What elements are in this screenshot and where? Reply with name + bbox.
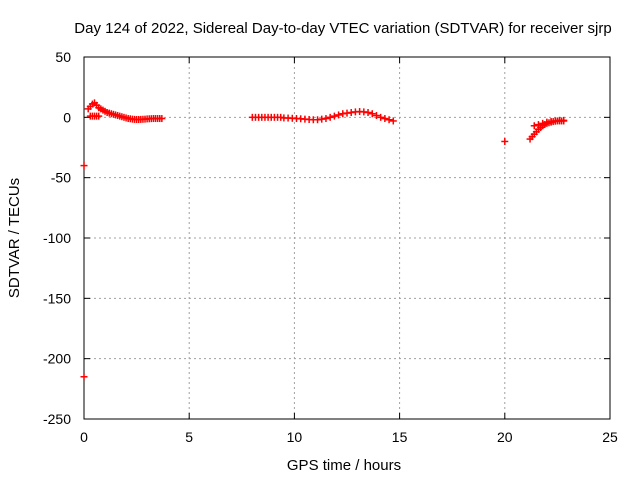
y-axis-label: SDTVAR / TECUs: [6, 178, 23, 298]
data-series: [80, 99, 568, 381]
data-point: [389, 117, 397, 125]
x-tick-label: 0: [80, 429, 88, 445]
y-tick-label: -150: [43, 290, 71, 306]
y-tick-label: -50: [51, 170, 71, 186]
data-point: [368, 110, 376, 118]
data-point: [158, 115, 166, 123]
data-point: [322, 115, 330, 123]
data-point: [330, 112, 338, 120]
data-point: [80, 373, 88, 381]
data-point: [501, 137, 509, 145]
data-point: [539, 119, 547, 127]
data-point: [364, 109, 372, 117]
data-point: [372, 112, 380, 120]
chart-title: Day 124 of 2022, Sidereal Day-to-day VTE…: [74, 20, 611, 37]
y-tick-label: 50: [55, 49, 71, 65]
grid: [84, 57, 610, 419]
data-point: [95, 112, 103, 120]
y-axis: 50 0 -50 -100 -150 -200 -250: [43, 49, 610, 427]
x-tick-label: 15: [392, 429, 408, 445]
data-point: [326, 113, 334, 121]
x-axis: 0 5 10 15 20 25: [80, 57, 618, 445]
data-point: [80, 162, 88, 170]
x-tick-label: 5: [185, 429, 193, 445]
y-tick-label: -200: [43, 351, 71, 367]
x-tick-label: 25: [602, 429, 618, 445]
x-axis-label: GPS time / hours: [287, 457, 401, 474]
data-point: [335, 111, 343, 119]
y-tick-label: -250: [43, 411, 71, 427]
y-tick-label: 0: [63, 109, 71, 125]
data-point: [534, 121, 542, 129]
data-point: [560, 116, 568, 124]
x-tick-label: 10: [287, 429, 303, 445]
data-point: [377, 113, 385, 121]
x-tick-label: 20: [497, 429, 513, 445]
y-tick-label: -100: [43, 230, 71, 246]
data-point: [381, 115, 389, 123]
data-point: [385, 116, 393, 124]
data-point: [530, 122, 538, 130]
